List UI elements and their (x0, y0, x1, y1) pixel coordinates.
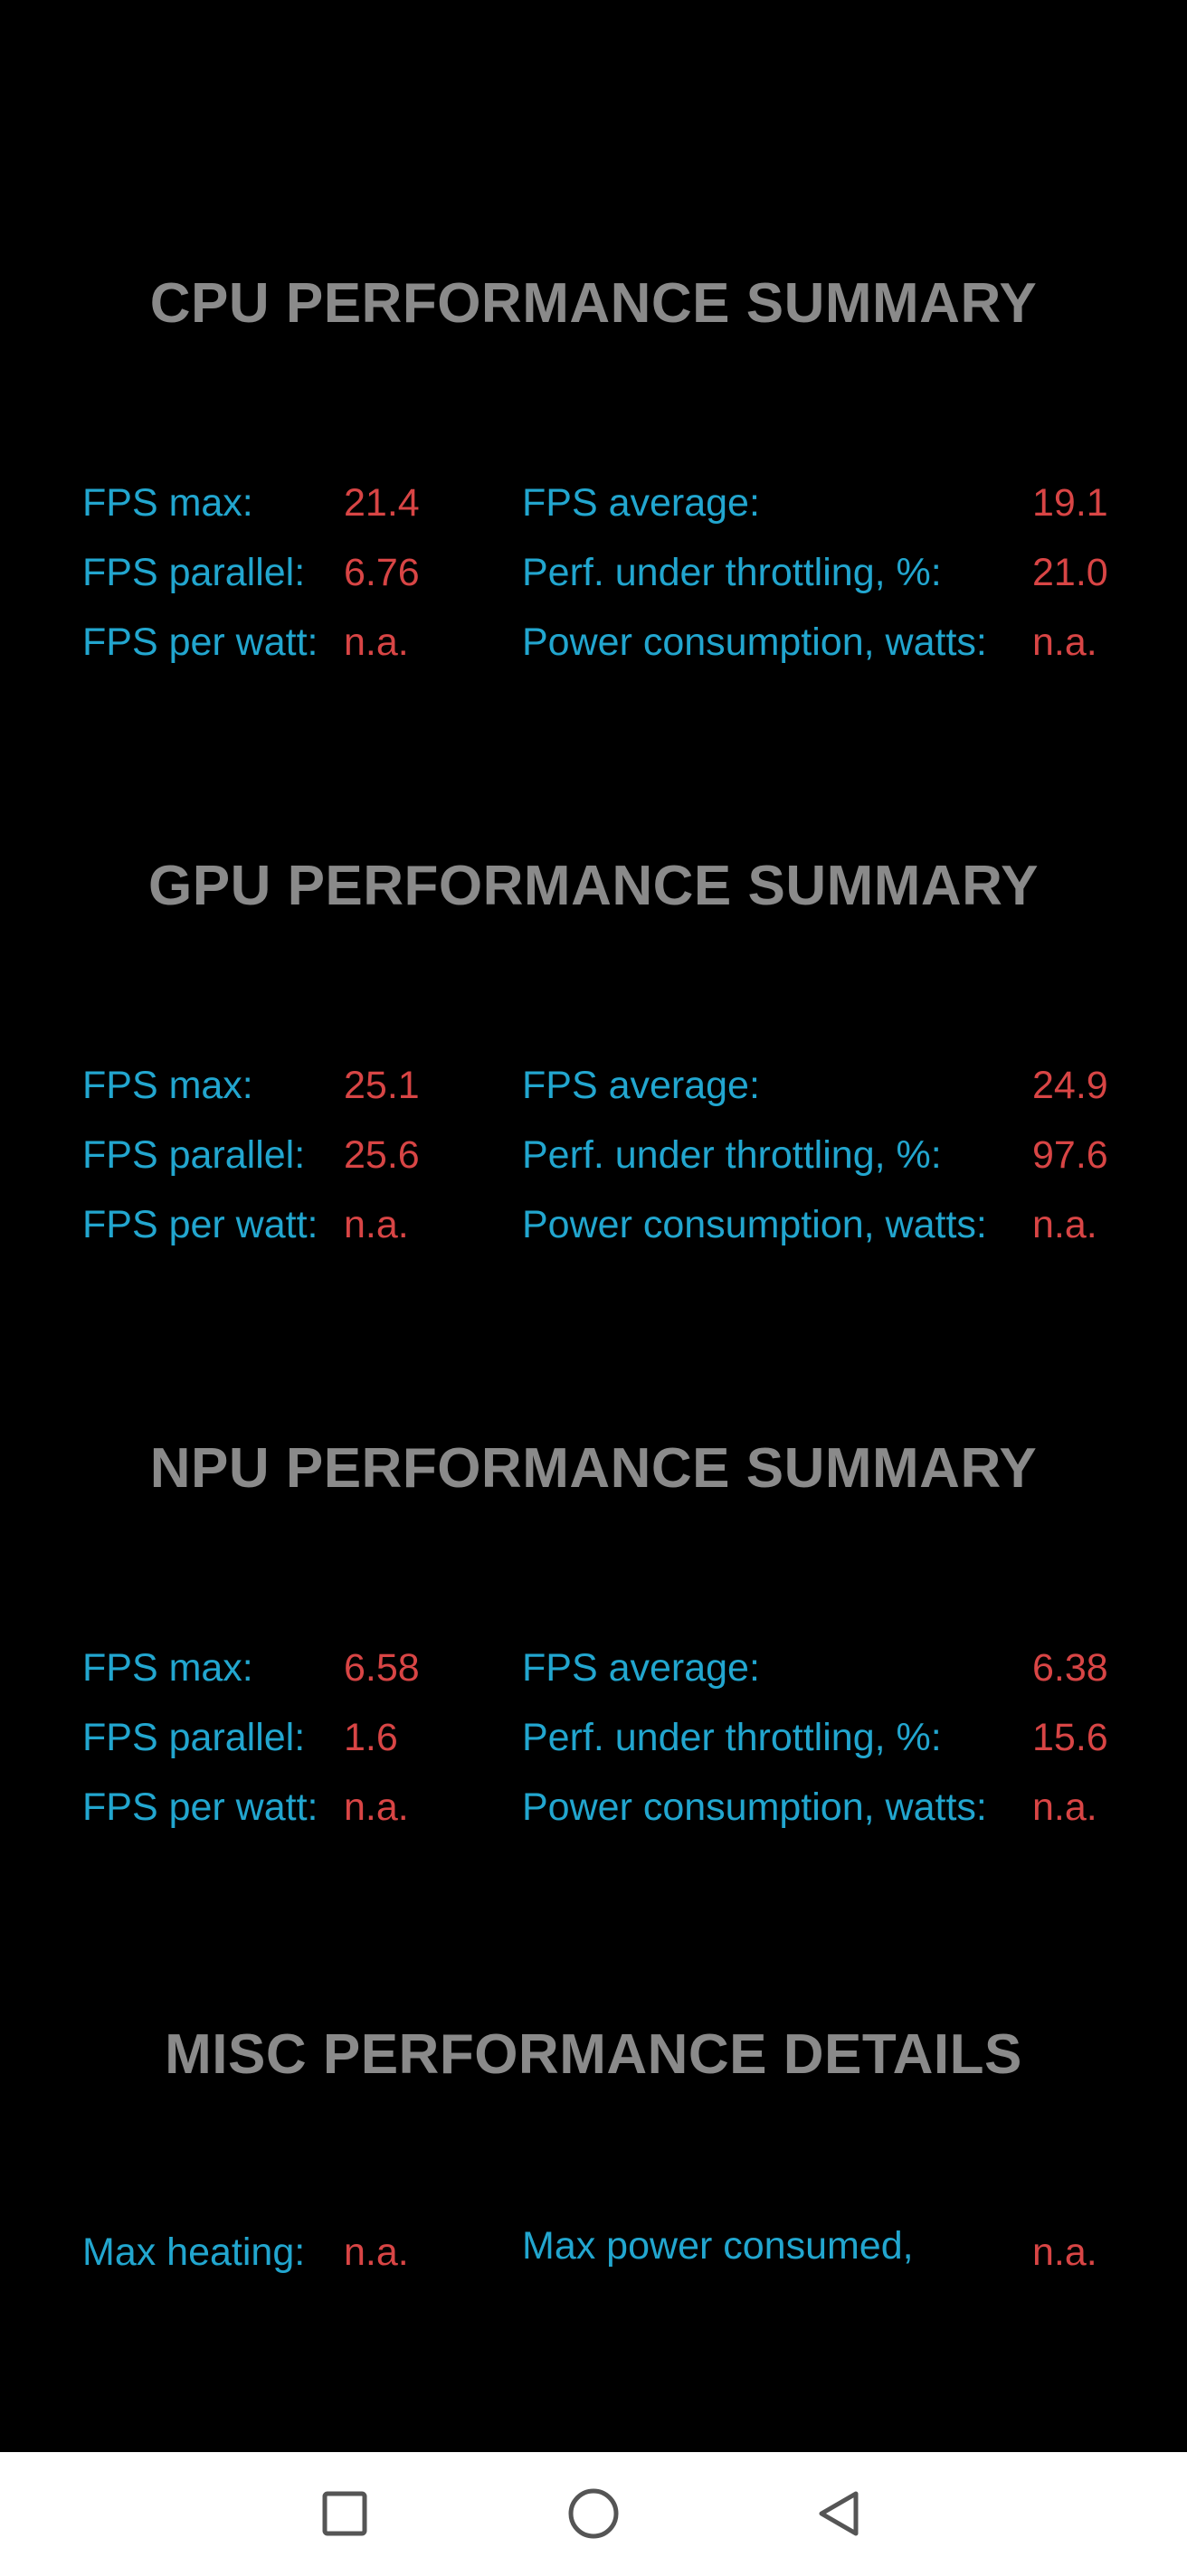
npu-power-value: n.a. (1032, 1785, 1097, 1829)
gpu-power-label: Power consumption, watts: (522, 1203, 987, 1246)
gpu-fps-average-value: 24.9 (1032, 1064, 1108, 1107)
gpu-fps-parallel-label: FPS parallel: (82, 1133, 306, 1177)
cpu-fps-average-label: FPS average: (522, 481, 760, 525)
npu-fps-per-watt-label: FPS per watt: (82, 1785, 318, 1829)
cpu-fps-max-value: 21.4 (344, 481, 420, 525)
system-navigation-bar (0, 2452, 1187, 2576)
cpu-fps-per-watt-value: n.a. (344, 620, 409, 664)
gpu-throttling-label: Perf. under throttling, %: (522, 1133, 942, 1177)
gpu-fps-average-label: FPS average: (522, 1064, 760, 1107)
npu-fps-parallel-value: 1.6 (344, 1716, 398, 1759)
max-heating-value: n.a. (344, 2230, 409, 2274)
npu-fps-per-watt-value: n.a. (344, 1785, 409, 1829)
gpu-fps-max-value: 25.1 (344, 1064, 420, 1107)
npu-power-label: Power consumption, watts: (522, 1785, 987, 1829)
cpu-fps-parallel-value: 6.76 (344, 551, 420, 594)
back-button[interactable] (803, 2477, 876, 2550)
npu-throttling-label: Perf. under throttling, %: (522, 1716, 942, 1759)
gpu-fps-max-label: FPS max: (82, 1064, 253, 1107)
cpu-fps-average-value: 19.1 (1032, 481, 1108, 525)
max-power-consumed-value: n.a. (1032, 2230, 1097, 2274)
cpu-fps-parallel-label: FPS parallel: (82, 551, 306, 594)
npu-row-3: FPS per watt: n.a. Power consumption, wa… (0, 1776, 1187, 1839)
npu-fps-max-label: FPS max: (82, 1646, 253, 1690)
gpu-fps-parallel-value: 25.6 (344, 1133, 420, 1177)
gpu-fps-per-watt-value: n.a. (344, 1203, 409, 1246)
home-button[interactable] (557, 2477, 630, 2550)
gpu-row-2: FPS parallel: 25.6 Perf. under throttlin… (0, 1123, 1187, 1187)
npu-row-1: FPS max: 6.58 FPS average: 6.38 (0, 1636, 1187, 1700)
gpu-row-1: FPS max: 25.1 FPS average: 24.9 (0, 1054, 1187, 1117)
cpu-power-label: Power consumption, watts: (522, 620, 987, 664)
npu-row-2: FPS parallel: 1.6 Perf. under throttling… (0, 1706, 1187, 1769)
cpu-section-title: CPU PERFORMANCE SUMMARY (149, 272, 1038, 335)
misc-section-title: MISC PERFORMANCE DETAILS (165, 2023, 1022, 2086)
cpu-throttling-value: 21.0 (1032, 551, 1108, 594)
circle-icon (568, 2488, 619, 2539)
square-icon (322, 2491, 367, 2536)
npu-fps-max-value: 6.58 (344, 1646, 420, 1690)
results-content: CPU PERFORMANCE SUMMARY FPS max: 21.4 FP… (0, 272, 1187, 2288)
gpu-section-title: GPU PERFORMANCE SUMMARY (147, 855, 1039, 917)
npu-fps-average-value: 6.38 (1032, 1646, 1108, 1690)
recents-button[interactable] (309, 2477, 381, 2550)
cpu-row-2: FPS parallel: 6.76 Perf. under throttlin… (0, 541, 1187, 604)
cpu-power-value: n.a. (1032, 620, 1097, 664)
max-power-consumed-label: Max power consumed, watts: (522, 2224, 914, 2268)
cpu-fps-max-label: FPS max: (82, 481, 253, 525)
misc-row-1: Max heating: n.a. Max power consumed, wa… (0, 2221, 1187, 2288)
cpu-throttling-label: Perf. under throttling, %: (522, 551, 942, 594)
gpu-throttling-value: 97.6 (1032, 1133, 1108, 1177)
npu-fps-average-label: FPS average: (522, 1646, 760, 1690)
triangle-back-icon (819, 2491, 859, 2536)
cpu-row-3: FPS per watt: n.a. Power consumption, wa… (0, 611, 1187, 674)
cpu-fps-per-watt-label: FPS per watt: (82, 620, 318, 664)
max-heating-label: Max heating: (82, 2230, 306, 2274)
cpu-row-1: FPS max: 21.4 FPS average: 19.1 (0, 471, 1187, 535)
npu-fps-parallel-label: FPS parallel: (82, 1716, 306, 1759)
npu-section-title: NPU PERFORMANCE SUMMARY (149, 1437, 1038, 1500)
gpu-fps-per-watt-label: FPS per watt: (82, 1203, 318, 1246)
npu-throttling-value: 15.6 (1032, 1716, 1108, 1759)
gpu-row-3: FPS per watt: n.a. Power consumption, wa… (0, 1193, 1187, 1256)
gpu-power-value: n.a. (1032, 1203, 1097, 1246)
